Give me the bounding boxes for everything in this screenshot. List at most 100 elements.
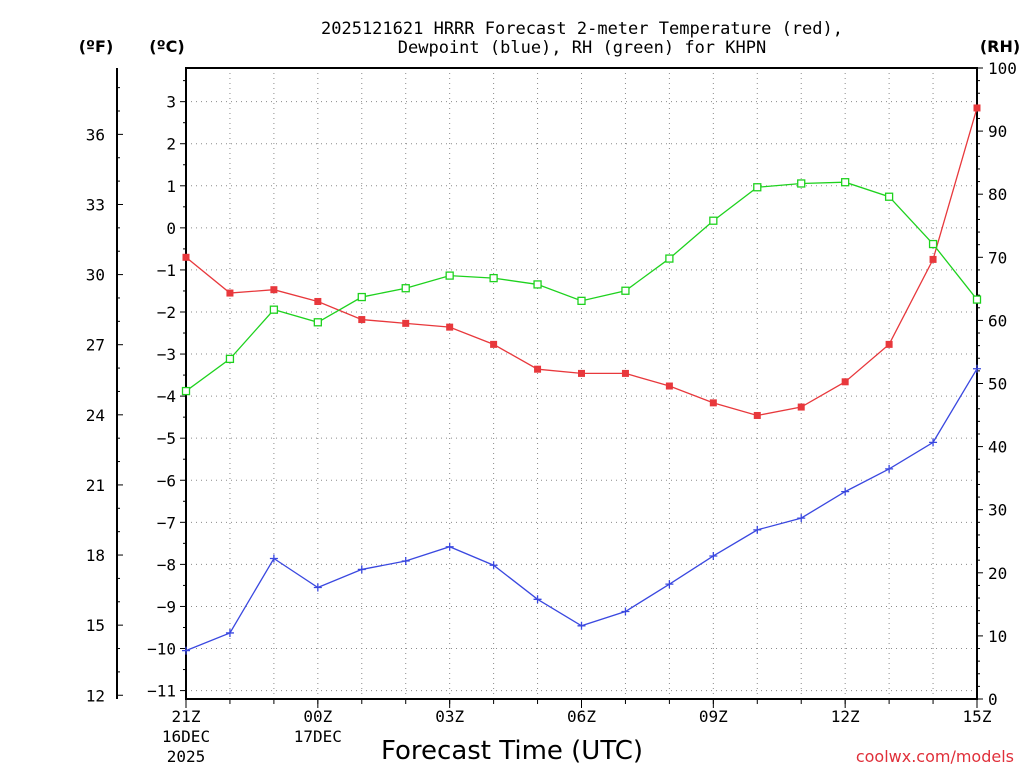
dewpoint-point xyxy=(401,557,410,566)
rh-point xyxy=(972,295,982,304)
grid-lines xyxy=(186,68,977,699)
temperature-point xyxy=(885,340,893,348)
rh-point xyxy=(357,292,366,302)
rh-axis-tick-label: 60 xyxy=(988,311,1007,330)
unit-label-rh: (RH) xyxy=(980,37,1020,56)
temperature-point xyxy=(182,253,190,261)
x-axis-date-label: 16DEC xyxy=(162,727,210,746)
rh-axis-tick-label: 10 xyxy=(988,627,1007,646)
chart-title-line1: 2025121621 HRRR Forecast 2-meter Tempera… xyxy=(321,19,843,39)
rh-axis-tick-label: 0 xyxy=(988,690,998,709)
f-axis-tick-label: 33 xyxy=(86,195,105,214)
x-axis-tick-label: 03Z xyxy=(435,707,464,726)
x-axis-tick-label: 06Z xyxy=(567,707,596,726)
c-axis-tick-label: −2 xyxy=(157,303,176,322)
temperature-point xyxy=(402,319,410,327)
rh-point xyxy=(665,254,674,263)
rh-axis-tick-label: 30 xyxy=(988,501,1007,520)
f-axis-tick-label: 30 xyxy=(86,266,105,285)
x-axis-year-label: 2025 xyxy=(167,747,206,766)
dewpoint-point xyxy=(621,607,630,616)
temperature-point xyxy=(841,378,849,386)
c-axis-tick-label: 1 xyxy=(166,177,176,196)
rh-axis-tick-label: 20 xyxy=(988,564,1007,583)
c-axis-tick-label: −5 xyxy=(157,429,176,448)
rh-point xyxy=(445,271,454,280)
temperature-point xyxy=(621,369,629,377)
rh-point xyxy=(841,178,850,187)
temperature-point xyxy=(797,403,805,411)
c-axis-tick-label: 2 xyxy=(166,135,176,154)
axes: 3210−1−2−3−4−5−6−7−8−9−10−1121Z16DEC2025… xyxy=(86,59,1017,766)
rh-point xyxy=(489,273,498,283)
x-axis-title: Forecast Time (UTC) xyxy=(381,736,643,766)
dewpoint-point xyxy=(973,364,981,373)
dewpoint-point xyxy=(797,514,806,523)
rh-point xyxy=(884,192,894,201)
c-axis-tick-label: −3 xyxy=(157,345,176,364)
rh-point xyxy=(621,286,630,295)
credit-text: coolwx.com/models xyxy=(856,747,1014,766)
dewpoint-point xyxy=(577,621,586,630)
rh-axis-tick-label: 90 xyxy=(988,122,1007,141)
f-axis-tick-label: 21 xyxy=(86,476,105,495)
dewpoint-point xyxy=(445,542,454,551)
unit-label-fahrenheit: (ºF) xyxy=(79,37,114,56)
dewpoint-point xyxy=(753,525,762,534)
rh-point xyxy=(709,216,718,225)
temperature-point xyxy=(929,255,937,263)
dewpoint-point xyxy=(225,628,234,637)
rh-axis-tick-label: 50 xyxy=(988,375,1007,394)
c-axis-tick-label: −4 xyxy=(157,387,176,406)
x-axis-tick-label: 00Z xyxy=(303,707,332,726)
unit-label-celsius: (ºC) xyxy=(149,37,184,56)
f-axis-tick-label: 12 xyxy=(86,686,105,705)
dewpoint-point xyxy=(489,561,498,570)
dewpoint-point xyxy=(269,554,278,563)
dewpoint-point xyxy=(885,464,894,473)
temperature-point xyxy=(446,323,454,331)
rh-point xyxy=(928,239,938,249)
dewpoint-point xyxy=(313,583,322,592)
c-axis-tick-label: 0 xyxy=(166,219,176,238)
rh-axis-tick-label: 40 xyxy=(988,438,1007,457)
f-axis-tick-label: 18 xyxy=(86,546,105,565)
c-axis-tick-label: −7 xyxy=(157,513,176,532)
rh-point xyxy=(401,284,410,293)
rh-point xyxy=(269,305,279,314)
rh-point xyxy=(533,280,542,289)
temperature-point xyxy=(314,297,322,305)
temperature-point xyxy=(270,286,278,294)
chart-title-line2: Dewpoint (blue), RH (green) for KHPN xyxy=(398,38,766,58)
x-axis-date-label: 17DEC xyxy=(294,727,342,746)
rh-axis-tick-label: 70 xyxy=(988,248,1007,267)
rh-point xyxy=(313,318,322,327)
dewpoint-point xyxy=(665,580,674,589)
temperature-point xyxy=(578,369,585,377)
dewpoint-point xyxy=(709,551,718,560)
f-axis-tick-label: 24 xyxy=(86,406,105,425)
rh-axis-tick-label: 80 xyxy=(988,185,1007,204)
temperature-point xyxy=(226,289,234,297)
dewpoint-point xyxy=(533,595,542,604)
dewpoint-point xyxy=(357,565,366,574)
dewpoint-point xyxy=(841,487,850,496)
c-axis-tick-label: −8 xyxy=(157,555,176,574)
c-axis-tick-label: −10 xyxy=(147,640,176,659)
rh-point xyxy=(753,183,762,192)
c-axis-tick-label: −1 xyxy=(157,261,176,280)
c-axis-tick-label: −11 xyxy=(147,682,176,701)
x-axis-tick-label: 15Z xyxy=(963,707,992,726)
rh-point xyxy=(577,296,586,305)
temperature-point xyxy=(753,411,761,419)
x-axis-tick-label: 12Z xyxy=(831,707,860,726)
temperature-point xyxy=(490,340,498,348)
temperature-point xyxy=(709,399,717,407)
f-axis-tick-label: 36 xyxy=(86,125,105,144)
x-axis-tick-label: 21Z xyxy=(172,707,201,726)
rh-point xyxy=(797,179,806,188)
f-axis-tick-label: 27 xyxy=(86,336,105,355)
temperature-point xyxy=(665,382,673,390)
